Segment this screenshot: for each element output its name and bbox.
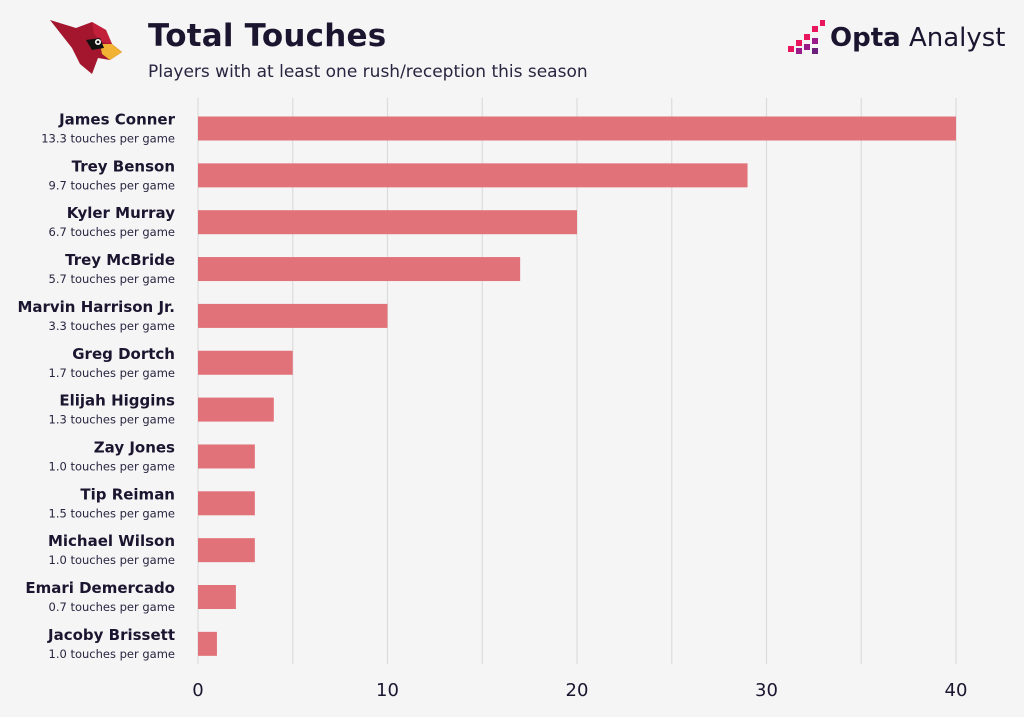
touches-per-game-label: 5.7 touches per game [49,272,176,286]
bar [198,538,255,563]
touches-per-game-label: 13.3 touches per game [41,132,175,146]
brand-name-bold: Opta [830,23,901,53]
bar [198,210,577,235]
x-tick-label: 20 [566,680,589,701]
player-name-label: Jacoby Brissett [47,626,175,644]
player-name-label: James Conner [58,111,176,129]
chart-subtitle: Players with at least one rush/reception… [148,62,588,82]
player-name-label: Emari Demercado [25,579,175,597]
x-tick-label: 0 [192,680,203,701]
opta-analyst-brand: Opta Analyst [786,18,1006,58]
bar [198,491,255,516]
player-name-label: Greg Dortch [72,345,175,363]
x-tick-label: 30 [755,680,778,701]
touches-per-game-label: 1.5 touches per game [49,506,176,520]
player-name-label: Marvin Harrison Jr. [17,298,175,316]
player-name-label: Elijah Higgins [59,392,175,410]
bar [198,257,521,282]
bar [198,444,255,469]
player-name-label: Trey McBride [65,251,175,269]
player-name-label: Kyler Murray [67,204,175,222]
player-name-label: Zay Jones [94,438,175,456]
player-name-label: Trey Benson [72,157,175,175]
cardinals-logo-icon [50,20,122,74]
opta-logo-icon [788,20,825,54]
bar [198,163,748,188]
chart-title: Total Touches [148,18,387,54]
touches-per-game-label: 1.0 touches per game [49,647,176,661]
brand-name: Opta Analyst [830,23,1006,53]
bar [198,116,956,141]
player-name-label: Tip Reiman [80,485,175,503]
x-tick-label: 10 [376,680,399,701]
touches-per-game-label: 9.7 touches per game [49,178,176,192]
bar [198,397,274,422]
touches-per-game-label: 1.0 touches per game [49,459,176,473]
bar [198,585,236,609]
touches-per-game-label: 3.3 touches per game [49,319,176,333]
touches-per-game-label: 1.0 touches per game [49,553,176,567]
brand-name-light: Analyst [900,23,1006,53]
touches-per-game-label: 1.3 touches per game [49,413,176,427]
touches-per-game-label: 1.7 touches per game [49,366,176,380]
touches-per-game-label: 0.7 touches per game [49,600,176,614]
player-name-label: Michael Wilson [48,532,175,550]
bar [198,350,293,375]
touches-per-game-label: 6.7 touches per game [49,225,176,239]
x-tick-label: 40 [945,680,968,701]
bar [198,303,388,328]
bar [198,631,217,656]
